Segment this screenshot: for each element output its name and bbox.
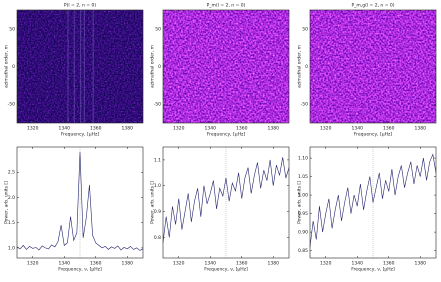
x-tick-label: 1320 [27,126,39,132]
x-axis-label: Frequency, ν, [μHz] [351,267,395,273]
x-axis-label: Frequency, ν, [μHz] [58,267,102,273]
y-tick-label: 2.0 [8,195,15,201]
x-tick-label: 1380 [122,261,134,267]
y-tick-label: 0.8 [154,235,161,241]
x-tick-label: 1340 [352,126,364,132]
y-tick-label: 0 [158,64,161,70]
x-tick-label: 1360 [383,126,395,132]
data-line [162,157,290,243]
y-tick-label: 0.90 [298,230,308,236]
x-tick-label: 1380 [415,126,427,132]
y-axis-label: Power, arb. units [] [297,181,303,224]
x-axis-label: Frequency, [μHz] [207,132,245,138]
x-tick-label: 1380 [268,126,280,132]
x-tick-label: 1360 [90,126,102,132]
x-tick-label: 1320 [173,126,185,132]
x-axis-label: Frequency, ν, [μHz] [204,267,248,273]
y-axis-label: Power, arb. units [] [4,181,10,224]
x-tick-label: 1380 [268,261,280,267]
y-tick-label: -50 [154,102,161,108]
y-tick-label: 0 [12,64,15,70]
y-axis-label: azimuthal order, m [297,45,303,88]
y-axis-label: Power, arb. units [] [150,181,156,224]
stripe [73,10,75,123]
data-line [309,153,437,247]
x-tick-label: 1360 [383,261,395,267]
y-axis-label: azimuthal order, m [4,45,10,88]
y-tick-label: 0.9 [154,209,161,215]
heatmap-image [163,10,289,123]
x-tick-label: 1320 [320,261,332,267]
heatmap-image [17,10,143,123]
x-axis-label: Frequency, [μHz] [354,132,392,138]
y-tick-label: -50 [301,102,308,108]
x-tick-label: 1340 [205,261,217,267]
y-tick-label: 0 [305,64,308,70]
x-tick-label: 1340 [352,261,364,267]
heatmap-image [310,10,436,123]
plot-frame [309,146,437,259]
y-tick-label: 1.10 [298,156,308,162]
y-tick-label: 50 [155,26,161,32]
x-tick-label: 1360 [90,261,102,267]
x-tick-label: 1380 [415,261,427,267]
y-tick-label: 1.0 [154,183,161,189]
x-tick-label: 1320 [173,261,185,267]
y-tick-label: 1.5 [8,220,15,226]
y-tick-label: 50 [9,26,15,32]
y-tick-label: 1.1 [154,157,161,163]
y-tick-label: 50 [302,26,308,32]
stripe [83,10,85,123]
x-tick-label: 1360 [236,261,248,267]
plot-frame [162,146,290,259]
plot-frame [16,146,144,259]
x-tick-label: 1380 [122,126,134,132]
y-axis-label: azimuthal order, m [150,45,156,88]
y-tick-label: 0.95 [298,211,308,217]
stripe [92,10,94,123]
x-tick-label: 1320 [320,126,332,132]
x-axis-label: Frequency, [μHz] [61,132,99,138]
x-tick-label: 1340 [205,126,217,132]
chart-title: P_m,g(l = 2, n = 0) [351,3,394,9]
y-tick-label: 0.85 [298,248,308,254]
chart-title: P(l = 2, n = 0) [64,3,96,9]
y-tick-label: -50 [8,102,15,108]
data-line [16,152,144,251]
y-tick-label: 1.0 [8,245,15,251]
x-tick-label: 1340 [59,261,71,267]
x-tick-label: 1360 [236,126,248,132]
y-tick-label: 1.00 [298,193,308,199]
y-tick-label: 2.5 [8,170,15,176]
chart-title: P_m(l = 2, n = 0) [207,3,246,9]
y-tick-label: 1.05 [298,174,308,180]
x-tick-label: 1320 [27,261,39,267]
stripe [80,10,82,123]
stripe [67,10,69,123]
x-tick-label: 1340 [59,126,71,132]
